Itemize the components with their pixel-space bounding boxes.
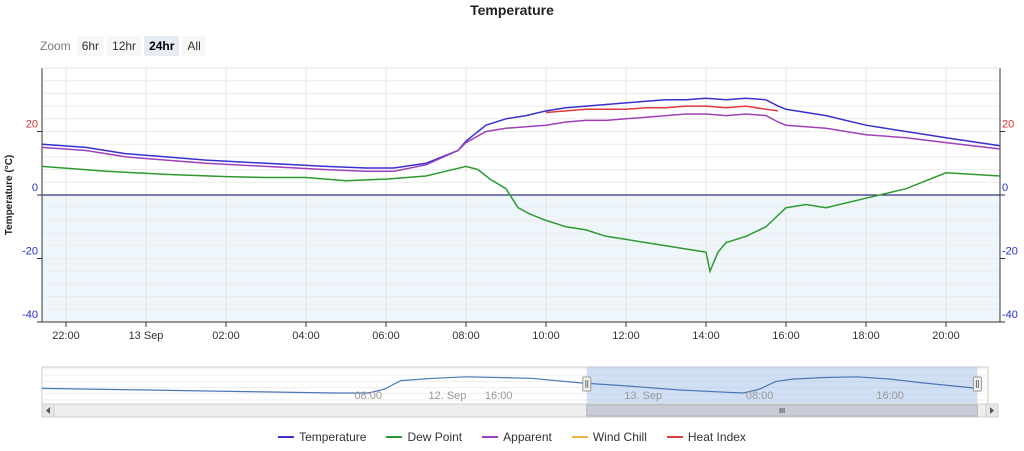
zoom-24hr-button[interactable]: 24hr — [144, 36, 180, 56]
x-tick-label: 12:00 — [612, 330, 640, 342]
navigator-selection — [586, 367, 978, 404]
legend-swatch — [666, 436, 683, 438]
legend-swatch — [482, 436, 499, 438]
temperature-chart: 20 20 0 0 -20 -20 -40 -40 Temperature (°C) 22:00 1… — [4, 67, 1018, 418]
y-tick-label-left: 20 — [26, 119, 38, 131]
legend-item-apparent[interactable]: Apparent — [482, 430, 552, 444]
legend-item-heat-index[interactable]: Heat Index — [666, 430, 746, 444]
series-heat-index — [545, 105, 779, 114]
navigator-series-line — [41, 376, 978, 394]
legend-label: Temperature — [299, 430, 367, 444]
legend-swatch — [571, 436, 588, 438]
navigator-handle-left[interactable] — [582, 376, 592, 392]
chevron-left-icon — [46, 407, 50, 414]
legend-label: Heat Index — [687, 430, 746, 444]
chevron-right-icon — [990, 407, 994, 414]
x-tick-label: 06:00 — [372, 330, 400, 342]
x-tick-label: 18:00 — [852, 330, 880, 342]
navigator-label: 08:00 — [354, 390, 382, 402]
legend-item-wind-chill[interactable]: Wind Chill — [571, 430, 647, 444]
navigator-label: 08:00 — [746, 390, 774, 402]
legend-swatch — [278, 436, 295, 438]
y-tick-label-left: -20 — [22, 246, 38, 258]
y-axis-title: Temperature (°C) — [4, 155, 15, 236]
y-tick-label-left: 0 — [32, 182, 38, 194]
series-temperature — [41, 97, 1001, 169]
legend-item-dew-point[interactable]: Dew Point — [386, 430, 462, 444]
series-dew-point — [41, 165, 1001, 274]
y-tick-label-right: -20 — [1002, 246, 1018, 258]
series-line — [41, 113, 1001, 172]
legend-swatch — [386, 436, 403, 438]
x-tick-label: 16:00 — [772, 330, 800, 342]
x-tick-label: 10:00 — [532, 330, 560, 342]
series-line — [41, 97, 1001, 169]
zoom-6hr-button[interactable]: 6hr — [76, 36, 105, 56]
x-tick-label: 02:00 — [212, 330, 240, 342]
x-tick-label: 04:00 — [292, 330, 320, 342]
handle-body — [972, 376, 982, 392]
navigator-handle-right[interactable] — [972, 376, 982, 392]
y-tick-label-left: -40 — [22, 309, 38, 321]
x-tick-label: 20:00 — [932, 330, 960, 342]
zoom-label: Zoom — [40, 39, 71, 53]
y-tick-label-right: 20 — [1002, 119, 1014, 131]
navigator-label: 16:00 — [485, 390, 513, 402]
navigator-label: 16:00 — [876, 390, 904, 402]
navigator-label: 13. Sep — [624, 390, 662, 402]
zoom-bar: Zoom 6hr 12hr 24hr All — [40, 35, 209, 57]
series-line — [545, 105, 779, 114]
y-tick-label-right: -40 — [1002, 309, 1018, 321]
x-tick-label: 22:00 — [52, 330, 80, 342]
x-tick-label: 08:00 — [452, 330, 480, 342]
series-apparent — [41, 113, 1001, 172]
zoom-12hr-button[interactable]: 12hr — [107, 36, 142, 56]
legend-label: Dew Point — [407, 430, 463, 444]
y-tick-label-right: 0 — [1002, 182, 1008, 194]
legend-label: Wind Chill — [592, 430, 647, 444]
legend: Temperature Dew Point Apparent Wind Chil… — [0, 430, 1024, 444]
legend-label: Apparent — [503, 430, 552, 444]
chart-title: Temperature — [470, 2, 554, 18]
x-tick-label: 13 Sep — [129, 330, 164, 342]
zoom-all-button[interactable]: All — [182, 36, 206, 56]
x-tick-label: 14:00 — [692, 330, 720, 342]
legend-item-temperature[interactable]: Temperature — [278, 430, 366, 444]
handle-body — [582, 376, 592, 392]
navigator-label: 12. Sep — [428, 390, 466, 402]
series-line — [41, 165, 1001, 274]
